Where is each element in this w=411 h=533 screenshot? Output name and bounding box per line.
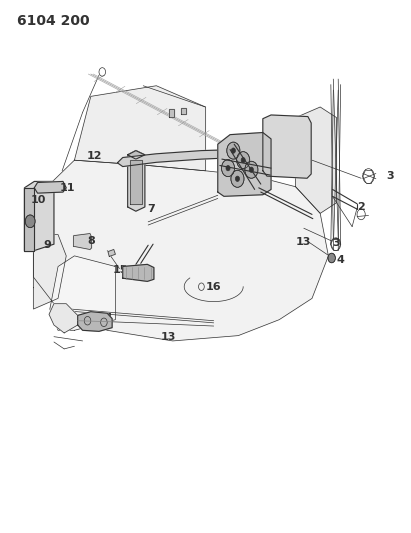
Circle shape <box>227 142 240 159</box>
Circle shape <box>226 165 230 171</box>
Text: 3: 3 <box>386 171 394 181</box>
Text: 16: 16 <box>206 282 222 292</box>
Circle shape <box>328 253 335 263</box>
Text: 13: 13 <box>161 332 176 342</box>
Polygon shape <box>33 160 328 341</box>
Text: 9: 9 <box>44 240 52 250</box>
Text: 11: 11 <box>60 183 76 193</box>
Circle shape <box>237 152 250 168</box>
Circle shape <box>236 176 240 181</box>
Text: 6: 6 <box>136 268 144 278</box>
Text: 13: 13 <box>296 237 312 247</box>
Polygon shape <box>74 86 206 171</box>
Polygon shape <box>24 181 54 251</box>
Circle shape <box>25 215 35 228</box>
Text: 10: 10 <box>31 195 46 205</box>
Circle shape <box>231 170 244 187</box>
Polygon shape <box>33 235 66 309</box>
Text: 4: 4 <box>337 255 344 265</box>
Polygon shape <box>74 233 92 249</box>
Circle shape <box>222 160 235 176</box>
Circle shape <box>231 148 236 154</box>
Polygon shape <box>169 109 174 117</box>
Polygon shape <box>130 160 142 204</box>
Text: 3: 3 <box>332 238 339 247</box>
Polygon shape <box>78 312 112 332</box>
Polygon shape <box>118 150 300 166</box>
Polygon shape <box>49 304 78 333</box>
Circle shape <box>249 167 254 172</box>
Polygon shape <box>296 107 337 213</box>
Polygon shape <box>181 108 186 115</box>
Text: 14: 14 <box>98 312 113 322</box>
Polygon shape <box>123 264 154 281</box>
Polygon shape <box>128 151 145 211</box>
Polygon shape <box>218 133 271 196</box>
Polygon shape <box>50 256 115 330</box>
Polygon shape <box>108 249 115 256</box>
Circle shape <box>241 158 245 163</box>
Text: 6104 200: 6104 200 <box>17 14 90 28</box>
Text: 8: 8 <box>87 236 95 246</box>
Polygon shape <box>34 181 66 193</box>
Text: 2: 2 <box>357 202 365 212</box>
Text: 12: 12 <box>87 151 103 161</box>
Text: 7: 7 <box>148 204 155 214</box>
Polygon shape <box>263 115 311 178</box>
Text: 1: 1 <box>228 144 236 155</box>
Polygon shape <box>267 124 279 151</box>
Circle shape <box>245 161 258 178</box>
Text: 15: 15 <box>113 265 128 274</box>
Polygon shape <box>128 151 145 159</box>
Polygon shape <box>24 188 34 251</box>
